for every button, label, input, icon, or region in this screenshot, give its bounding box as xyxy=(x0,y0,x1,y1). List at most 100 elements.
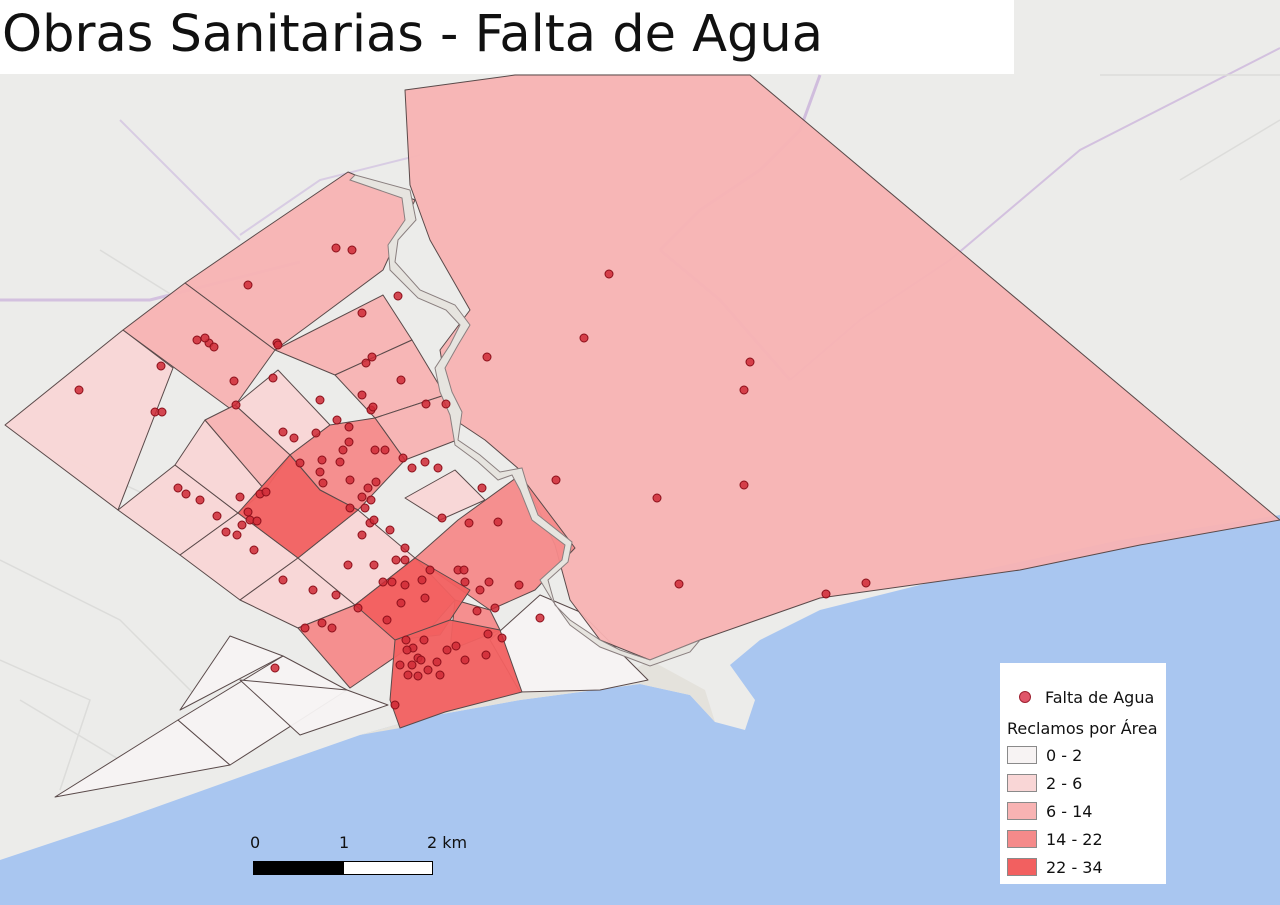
falta-de-agua-point xyxy=(235,492,245,502)
falta-de-agua-point xyxy=(289,433,299,443)
falta-de-agua-point xyxy=(432,657,442,667)
falta-de-agua-point xyxy=(497,633,507,643)
falta-de-agua-point xyxy=(317,455,327,465)
legend-swatch xyxy=(1007,746,1037,764)
falta-de-agua-point xyxy=(396,598,406,608)
falta-de-agua-point xyxy=(335,457,345,467)
falta-de-agua-point xyxy=(393,291,403,301)
falta-de-agua-point xyxy=(459,565,469,575)
falta-de-agua-point xyxy=(401,635,411,645)
falta-de-agua-point xyxy=(442,645,452,655)
falta-de-agua-point xyxy=(367,352,377,362)
map-title: Obras Sanitarias - Falta de Agua xyxy=(2,5,824,64)
falta-de-agua-point xyxy=(192,335,202,345)
falta-de-agua-point xyxy=(360,503,370,513)
falta-de-agua-point xyxy=(353,603,363,613)
title-box: Obras Sanitarias - Falta de Agua xyxy=(0,0,1014,74)
falta-de-agua-point xyxy=(332,415,342,425)
legend-swatch xyxy=(1007,774,1037,792)
falta-de-agua-point xyxy=(232,530,242,540)
falta-de-agua-point xyxy=(344,437,354,447)
falta-de-agua-point xyxy=(403,670,413,680)
falta-de-agua-point xyxy=(460,655,470,665)
zones-layer xyxy=(4,74,1280,798)
falta-de-agua-point xyxy=(382,615,392,625)
falta-de-agua-point xyxy=(460,577,470,587)
falta-de-agua-point xyxy=(273,340,283,350)
falta-de-agua-point xyxy=(237,520,247,530)
falta-de-agua-point xyxy=(74,385,84,395)
falta-de-agua-point xyxy=(400,580,410,590)
zone-polygon xyxy=(239,679,389,736)
falta-de-agua-point xyxy=(229,376,239,386)
falta-de-agua-point xyxy=(391,555,401,565)
falta-de-agua-point xyxy=(157,407,167,417)
falta-de-agua-point xyxy=(385,525,395,535)
falta-de-agua-point xyxy=(400,555,410,565)
scale-segment-black xyxy=(253,861,344,875)
scale-segment-white xyxy=(343,861,433,875)
falta-de-agua-point xyxy=(407,463,417,473)
legend-heading: Reclamos por Área xyxy=(1007,719,1158,738)
falta-de-agua-point xyxy=(745,357,755,367)
falta-de-agua-point xyxy=(413,671,423,681)
falta-de-agua-point xyxy=(347,245,357,255)
falta-de-agua-point xyxy=(181,489,191,499)
falta-de-agua-point xyxy=(437,513,447,523)
falta-de-agua-point xyxy=(231,400,241,410)
legend-class-label: 14 - 22 xyxy=(1046,829,1103,849)
legend-point-label: Falta de Agua xyxy=(1045,687,1155,707)
falta-de-agua-point xyxy=(278,427,288,437)
falta-de-agua-point xyxy=(252,516,262,526)
points-layer xyxy=(74,243,871,710)
falta-de-agua-point xyxy=(315,467,325,477)
falta-de-agua-point xyxy=(366,495,376,505)
falta-de-agua-point xyxy=(482,352,492,362)
falta-de-agua-point xyxy=(419,635,429,645)
falta-de-agua-point xyxy=(423,665,433,675)
legend-class-entry: 2 - 6 xyxy=(1007,773,1082,793)
falta-de-agua-point xyxy=(357,530,367,540)
falta-de-agua-point xyxy=(156,361,166,371)
falta-de-agua-point xyxy=(221,527,231,537)
legend-class-label: 0 - 2 xyxy=(1046,745,1083,765)
falta-de-agua-point xyxy=(212,511,222,521)
falta-de-agua-point xyxy=(357,492,367,502)
falta-de-agua-point xyxy=(369,515,379,525)
legend-class-entry: 6 - 14 xyxy=(1007,801,1092,821)
legend-point-entry: Falta de Agua xyxy=(1007,687,1154,707)
falta-de-agua-point xyxy=(425,565,435,575)
scale-bar: 0 1 2 km xyxy=(246,832,486,882)
falta-de-agua-point xyxy=(369,560,379,570)
falta-de-agua-point xyxy=(435,670,445,680)
falta-de-agua-point xyxy=(311,428,321,438)
falta-de-agua-point xyxy=(380,445,390,455)
falta-de-agua-point xyxy=(261,487,271,497)
falta-de-agua-point xyxy=(331,243,341,253)
falta-de-agua-point xyxy=(674,579,684,589)
falta-de-agua-point xyxy=(317,618,327,628)
falta-de-agua-point xyxy=(243,507,253,517)
falta-de-agua-point xyxy=(464,518,474,528)
falta-de-agua-point xyxy=(344,422,354,432)
falta-de-agua-point xyxy=(475,585,485,595)
falta-de-agua-point xyxy=(345,503,355,513)
falta-de-agua-point xyxy=(361,358,371,368)
scale-label-1: 1 xyxy=(339,833,350,852)
legend-class-entry: 22 - 34 xyxy=(1007,857,1103,877)
falta-de-agua-point xyxy=(493,517,503,527)
falta-de-agua-point xyxy=(433,463,443,473)
falta-de-agua-point xyxy=(398,453,408,463)
falta-de-agua-point xyxy=(345,475,355,485)
falta-de-agua-point xyxy=(395,660,405,670)
falta-de-agua-point xyxy=(420,457,430,467)
falta-de-agua-point xyxy=(417,575,427,585)
zone-polygon xyxy=(4,329,174,511)
falta-de-agua-point xyxy=(268,373,278,383)
falta-de-agua-point xyxy=(481,650,491,660)
falta-de-agua-point xyxy=(739,480,749,490)
falta-de-agua-point xyxy=(535,613,545,623)
falta-de-agua-point xyxy=(484,577,494,587)
falta-de-agua-point xyxy=(551,475,561,485)
